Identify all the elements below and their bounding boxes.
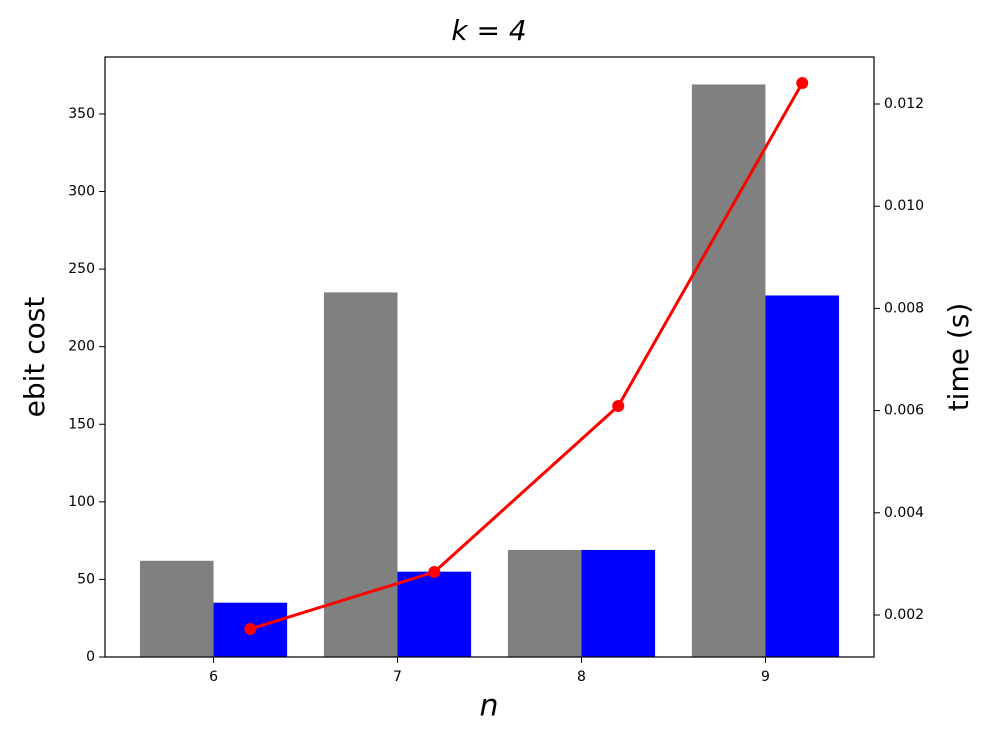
y2-tick-label: 0.012 <box>884 96 924 112</box>
y-tick-label: 0 <box>86 649 95 665</box>
y2-tick-label: 0.010 <box>884 198 924 214</box>
x-axis-label: n <box>479 689 498 724</box>
plot-frame <box>104 56 875 658</box>
y2-axis-label: time (s) <box>942 303 975 412</box>
x-tick-label: 9 <box>761 669 770 685</box>
y-tick-label: 50 <box>77 571 95 587</box>
line-point <box>612 400 625 413</box>
x-tick-label: 7 <box>393 669 402 685</box>
bar <box>691 84 766 658</box>
y2-tick-label: 0.004 <box>884 505 924 521</box>
bar <box>765 295 840 657</box>
y2-tick-label: 0.008 <box>884 300 924 316</box>
y-tick-label: 350 <box>68 106 95 122</box>
chart-title: k = 4 <box>451 14 526 47</box>
y-tick-label: 300 <box>68 184 95 200</box>
bar <box>139 560 214 657</box>
y2-tick-label: 0.002 <box>884 607 924 623</box>
y-axis-label: ebit cost <box>18 297 51 418</box>
bar <box>581 549 656 657</box>
y-tick-label: 200 <box>68 339 95 355</box>
line-point <box>796 77 809 90</box>
y-tick-label: 150 <box>68 416 95 432</box>
bar <box>507 549 582 657</box>
x-tick-label: 6 <box>209 669 218 685</box>
line-point <box>428 566 441 579</box>
y2-tick-label: 0.006 <box>884 403 924 419</box>
line-point <box>244 622 257 635</box>
x-tick-label: 8 <box>577 669 586 685</box>
bar <box>397 571 472 657</box>
y-tick-label: 100 <box>68 494 95 510</box>
line <box>249 82 804 631</box>
y-tick-label: 250 <box>68 261 95 277</box>
